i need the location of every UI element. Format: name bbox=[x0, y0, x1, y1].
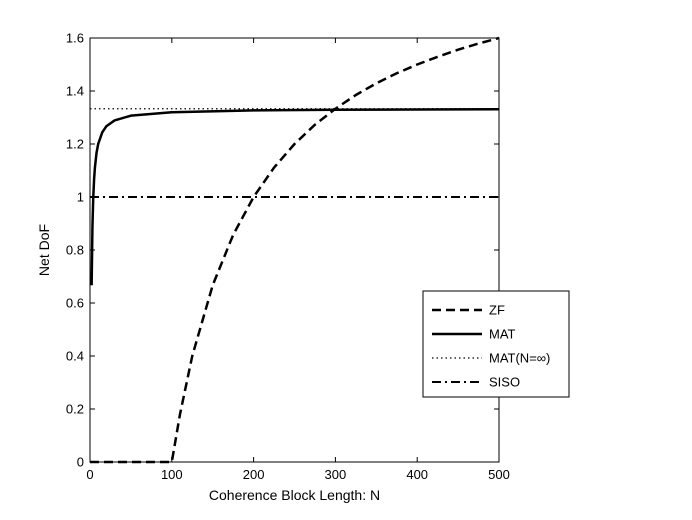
y-axis-label: Net DoF bbox=[36, 224, 52, 276]
series-layer bbox=[90, 36, 500, 464]
x-tick-label: 500 bbox=[488, 467, 510, 482]
y-tick-label: 1.2 bbox=[66, 137, 84, 152]
x-tick-label: 200 bbox=[243, 467, 265, 482]
y-tick-label: 1.4 bbox=[66, 84, 84, 99]
y-tick-label: 0.2 bbox=[66, 402, 84, 417]
x-tick-label: 300 bbox=[325, 467, 347, 482]
legend: ZF MAT MAT(N=∞) SISO bbox=[422, 290, 570, 398]
ticks-layer: 0 100 200 300 400 500 0 0.2 0.4 0.6 0.8 1 1.2 1.4 1.6 bbox=[66, 31, 510, 483]
plot-area bbox=[90, 38, 499, 462]
x-axis-label: Coherence Block Length: N bbox=[209, 487, 380, 503]
y-tick-label: 0.8 bbox=[66, 243, 84, 258]
y-tick-label: 0 bbox=[77, 455, 84, 470]
series-line-zf bbox=[90, 36, 500, 464]
legend-label-siso: SISO bbox=[489, 375, 520, 390]
legend-label-mat: MAT bbox=[489, 327, 516, 342]
series-line-mat bbox=[90, 108, 500, 286]
legend-label-mat-n: MAT(N=∞) bbox=[489, 351, 550, 366]
y-tick-label: 0.4 bbox=[66, 349, 84, 364]
x-tick-label: 400 bbox=[406, 467, 428, 482]
y-tick-label: 1.6 bbox=[66, 31, 84, 46]
y-tick-label: 1 bbox=[77, 190, 84, 205]
legend-label-zf: ZF bbox=[489, 303, 505, 318]
x-tick-label: 0 bbox=[86, 467, 93, 482]
legend-box bbox=[422, 290, 570, 398]
y-tick-label: 0.6 bbox=[66, 296, 84, 311]
x-tick-label: 100 bbox=[161, 467, 183, 482]
